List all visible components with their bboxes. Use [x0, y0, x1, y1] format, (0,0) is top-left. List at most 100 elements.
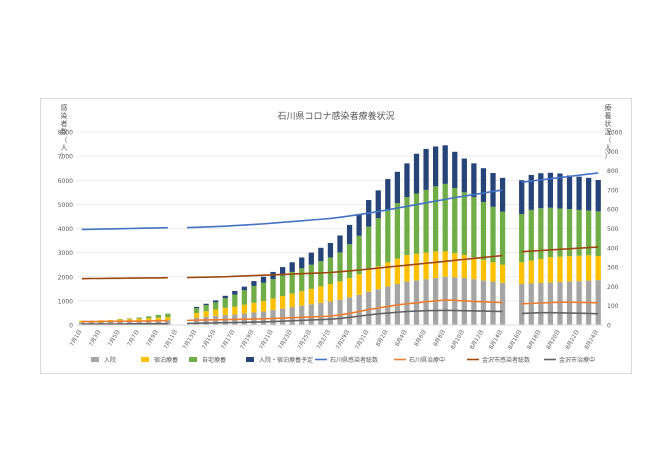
legend-label: 石川県感染者総数	[330, 356, 378, 364]
bar-segment	[413, 253, 420, 281]
x-tick-label: 8月18日	[526, 329, 543, 351]
bar-segment	[538, 208, 544, 259]
bar-segment	[528, 174, 534, 210]
legend-swatch	[246, 357, 254, 362]
bar-segment	[308, 264, 314, 289]
bar-segment	[528, 209, 534, 261]
bar-segment	[289, 271, 295, 294]
bar-segment	[251, 302, 257, 313]
bar-segment	[346, 224, 353, 245]
bar-segment	[327, 242, 334, 258]
bar-segment	[318, 302, 324, 325]
bar-segment	[308, 252, 314, 265]
bar-segment	[308, 288, 314, 305]
bar-segment	[299, 268, 305, 292]
bar-segment	[499, 282, 506, 325]
bar-segment	[576, 255, 582, 282]
bar-segment	[442, 183, 448, 252]
bar-segment	[471, 257, 477, 280]
bar-segment	[279, 308, 286, 325]
bar-segment	[595, 211, 601, 257]
legend-label: 自宅療養	[202, 356, 226, 364]
bar-segment	[155, 314, 161, 318]
bar-segment	[394, 258, 401, 284]
chart-title: 石川県コロナ感染者療養状況	[277, 110, 394, 122]
bar-segment	[203, 305, 209, 312]
bar-segment	[528, 260, 534, 284]
bar-segment	[499, 177, 506, 212]
x-tick-label: 7月17日	[220, 329, 237, 351]
legend-swatch	[91, 357, 99, 362]
y-axis-right-ticks: 0 100 200 300 400 500 600 700 800 900 1000	[607, 130, 622, 330]
x-tick-label: 7月1日	[68, 329, 83, 348]
y-right-tick-label: 100	[607, 303, 619, 310]
bar-segment	[566, 209, 573, 257]
x-tick-label: 8月4日	[394, 329, 409, 348]
bar-segment	[433, 146, 439, 187]
bar-segment	[299, 291, 305, 306]
bar-segment	[538, 283, 544, 325]
bar-segment	[547, 282, 554, 325]
legend-label: 入院・宿泊療養予定	[259, 356, 313, 364]
bar-segment	[385, 262, 391, 287]
bar-segment	[327, 283, 334, 302]
x-tick-label: 8月10日	[449, 329, 466, 351]
bar-segment	[538, 258, 544, 284]
bar-segment	[566, 256, 573, 282]
bar-segment	[213, 309, 219, 316]
bar-segment	[433, 186, 439, 252]
bar-segment	[260, 282, 267, 301]
bar-segment	[557, 208, 563, 257]
bar-segment	[394, 203, 401, 259]
x-tick-label: 8月24日	[583, 329, 600, 351]
bar-segment	[136, 320, 142, 325]
bar-segment	[270, 310, 276, 325]
bar-segment	[442, 145, 448, 184]
bar-segment	[222, 298, 228, 308]
bar-segment	[471, 163, 477, 198]
bar-segment	[519, 283, 525, 325]
bar-segment	[480, 280, 487, 325]
bar-segment	[394, 171, 401, 204]
bar-segment	[241, 304, 247, 314]
y-axis-right-label: 療養状況（人）	[605, 103, 612, 160]
bar-segment	[490, 173, 496, 207]
bar-segment	[165, 317, 171, 321]
bar-segment	[576, 176, 582, 210]
y-right-tick-label: 600	[607, 207, 619, 214]
x-tick-label: 7月27日	[315, 329, 332, 351]
bar-segment	[165, 313, 171, 318]
bar-segment	[375, 190, 381, 219]
y-right-tick-label: 500	[607, 226, 619, 233]
bar-segment	[366, 226, 372, 270]
bar-segment	[146, 316, 152, 319]
bar-segment	[136, 318, 142, 321]
bar-segment	[279, 296, 286, 309]
bar-segment	[117, 321, 123, 325]
line-series-group	[81, 172, 599, 325]
bar-segment	[595, 256, 601, 281]
bar-segment	[308, 304, 314, 325]
bar-segment	[356, 214, 362, 236]
y-left-tick-label: 3000	[58, 250, 73, 257]
bar-segment	[193, 317, 200, 325]
bar-segment	[480, 201, 487, 260]
bar-segment	[327, 301, 334, 325]
bar-segment	[318, 247, 324, 262]
bar-segment	[375, 289, 381, 325]
bar-segment	[299, 257, 305, 269]
bar-segment	[538, 173, 544, 209]
bar-segment	[519, 214, 525, 263]
bar-segment	[442, 276, 448, 325]
bar-segment	[413, 153, 420, 194]
bar-segment	[404, 255, 410, 282]
x-tick-label: 8月14日	[488, 329, 505, 351]
y-axis-left-label: 感染者数（人）	[61, 103, 68, 160]
y-right-tick-label: 300	[607, 265, 619, 272]
bar-segment	[471, 197, 477, 258]
y-axis-left-ticks: 0 1000 2000 3000 4000 5000 6000 7000 8000	[58, 130, 73, 330]
x-tick-label: 8月20日	[545, 329, 562, 351]
bar-segment	[586, 177, 592, 211]
bar-segment	[576, 209, 582, 256]
x-tick-label: 7月23日	[277, 329, 294, 351]
